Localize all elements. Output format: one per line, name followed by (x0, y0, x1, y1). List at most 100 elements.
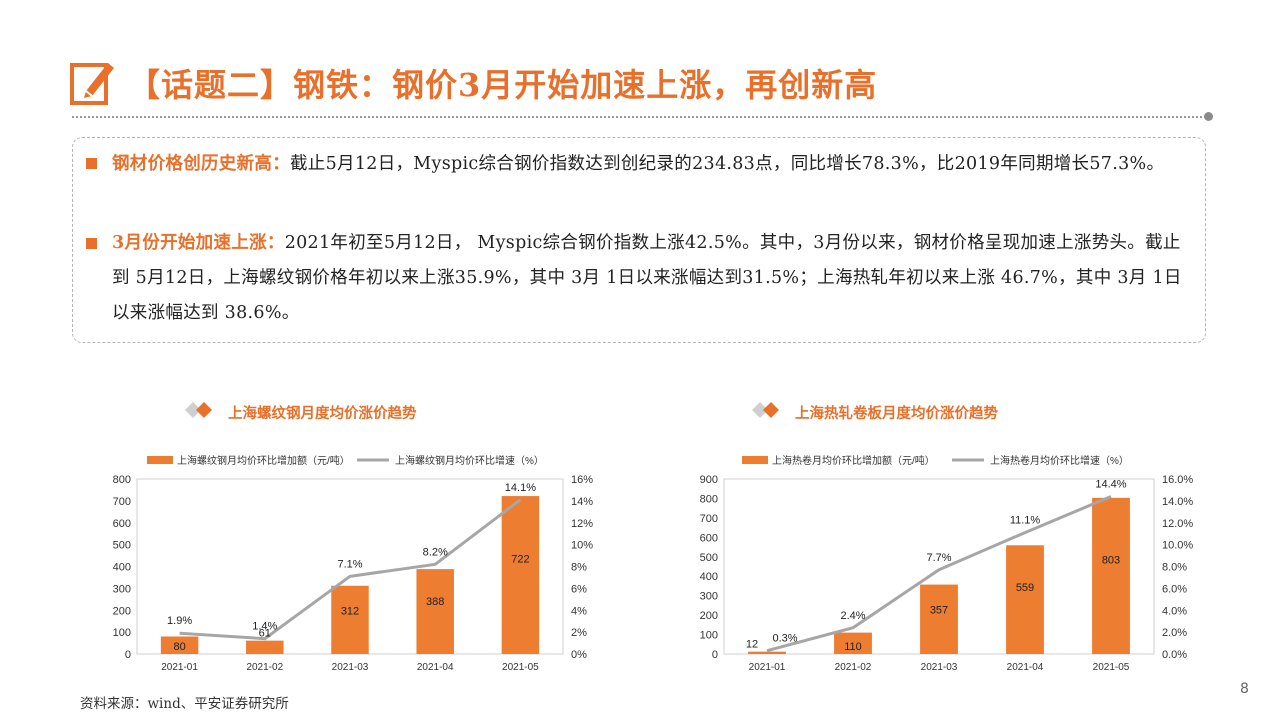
y2-tick-label: 14% (571, 496, 593, 508)
bar (834, 632, 872, 654)
bar-data-label: 803 (1102, 554, 1120, 566)
y2-tick-label: 12.0% (1162, 518, 1193, 530)
bar-data-label: 12 (746, 639, 758, 651)
y-tick-label: 500 (113, 540, 131, 552)
hot-rolled-price-chart: 上海热卷月均价环比增加额（元/吨） 上海热卷月均价环比增速（%） 0 100 200 30… (700, 454, 1194, 673)
y2-tick-label: 14.0% (1162, 496, 1193, 508)
bar-data-label: 559 (1016, 582, 1034, 594)
legend-bar-label: 上海螺纹钢月均价环比增加额（元/吨） (177, 454, 350, 467)
y2-tick-label: 8.0% (1162, 562, 1187, 574)
y-tick-label: 100 (113, 627, 131, 639)
bar (748, 651, 786, 654)
x-tick-label: 2021-04 (417, 662, 454, 673)
bar-data-label: 61 (259, 628, 271, 640)
y2-tick-label: 16% (571, 474, 593, 486)
y-tick-label: 600 (700, 532, 718, 544)
bar (331, 585, 369, 654)
rebar-price-chart: 上海螺纹钢月均价环比增加额（元/吨） 上海螺纹钢月均价环比增速（%） 0 100 200… (113, 454, 594, 673)
x-tick-label: 2021-02 (246, 662, 283, 673)
bar-data-label: 110 (844, 641, 862, 653)
page-number: 8 (1240, 681, 1249, 697)
y-tick-label: 600 (113, 518, 131, 530)
y-tick-label: 300 (113, 583, 131, 595)
y2-tick-label: 2% (571, 627, 587, 639)
diamond-icon (185, 402, 212, 418)
y2-tick-label: 16.0% (1162, 474, 1193, 486)
line-data-label: 2.4% (840, 610, 865, 622)
x-tick-label: 2021-05 (502, 662, 539, 673)
y-tick-label: 800 (113, 474, 131, 486)
legend-line-label: 上海螺纹钢月均价环比增速（%） (395, 454, 544, 467)
chart2-title: 上海热轧卷板月度均价涨价趋势 (795, 406, 998, 422)
bar-data-label: 312 (341, 605, 359, 617)
bar (416, 569, 454, 654)
y2-tick-label: 4% (571, 605, 587, 617)
bar (920, 584, 958, 654)
line-data-label: 7.1% (337, 558, 362, 570)
bar (501, 496, 540, 654)
bullet-1-text: 截止5月12日，Myspic综合钢价指数达到创纪录的234.83点，同比增长78… (290, 154, 1165, 174)
legend-line-label: 上海热卷月均价环比增速（%） (990, 454, 1129, 467)
x-tick-label: 2021-05 (1093, 662, 1130, 673)
page-title: 【话题二】钢铁：钢价3月开始加速上涨，再创新高 (128, 66, 878, 104)
y-tick-label: 200 (113, 605, 131, 617)
diamond-icon (752, 402, 779, 418)
bar (1006, 545, 1044, 654)
y-tick-label: 800 (700, 493, 718, 505)
y2-tick-label: 10% (571, 540, 593, 552)
x-tick-label: 2021-03 (921, 662, 958, 673)
bar-data-label: 80 (173, 641, 185, 653)
line-data-label: 14.4% (1095, 479, 1126, 491)
bullet-2: 3月份开始加速上涨：2021年初至5月12日， Myspic综合钢价指数上涨42… (112, 226, 1197, 331)
source-note: 资料来源：wind、平安证券研究所 (80, 696, 289, 712)
bar-data-label: 357 (930, 605, 948, 617)
bar (1092, 497, 1130, 654)
line-data-label: 7.7% (926, 552, 951, 564)
growth-line (179, 498, 522, 641)
x-tick-label: 2021-01 (749, 662, 786, 673)
y2-tick-label: 10.0% (1162, 540, 1193, 552)
y-tick-label: 0 (712, 649, 718, 661)
line-data-label: 8.2% (423, 546, 448, 558)
bullet-2-text: 2021年初至5月12日， Myspic综合钢价指数上涨42.5%。其中，3月份… (112, 233, 1182, 323)
y-tick-label: 0 (125, 649, 131, 661)
y2-tick-label: 12% (571, 518, 593, 530)
bar-data-label: 388 (426, 596, 444, 608)
title-divider (72, 116, 1206, 118)
y2-tick-label: 4.0% (1162, 605, 1187, 617)
line-data-label: 11.1% (1010, 515, 1041, 527)
y2-tick-label: 8% (571, 562, 587, 574)
summary-box (72, 137, 1206, 343)
y-tick-label: 500 (700, 552, 718, 564)
y-tick-label: 100 (700, 630, 718, 642)
y2-tick-label: 0% (571, 649, 587, 661)
bullet-1: 钢材价格创历史新高：截止5月12日，Myspic综合钢价指数达到创纪录的234.… (112, 147, 1197, 182)
bar (246, 640, 284, 654)
x-tick-label: 2021-04 (1007, 662, 1044, 673)
bar-data-label: 722 (511, 553, 529, 565)
bullet-1-label: 钢材价格创历史新高： (112, 154, 290, 174)
y2-tick-label: 6.0% (1162, 583, 1187, 595)
legend-bar-label: 上海热卷月均价环比增加额（元/吨） (772, 454, 935, 467)
y2-tick-label: 6% (571, 583, 587, 595)
x-tick-label: 2021-02 (835, 662, 872, 673)
y-tick-label: 700 (700, 513, 718, 525)
bar (160, 636, 199, 654)
y2-tick-label: 0.0% (1162, 649, 1187, 661)
y-tick-label: 400 (113, 562, 131, 574)
chart1-title: 上海螺纹钢月度均价涨价趋势 (228, 406, 417, 422)
bullet-square-icon (86, 158, 97, 169)
y-tick-label: 700 (113, 496, 131, 508)
growth-line (766, 495, 1112, 653)
x-tick-label: 2021-01 (161, 662, 198, 673)
y-tick-label: 400 (700, 571, 718, 583)
line-data-label: 1.9% (167, 615, 192, 627)
legend-bar-swatch (147, 456, 173, 464)
y-tick-label: 900 (700, 474, 718, 486)
x-tick-label: 2021-03 (332, 662, 369, 673)
y2-tick-label: 2.0% (1162, 627, 1187, 639)
line-data-label: 0.3% (772, 633, 797, 645)
line-data-label: 14.1% (505, 482, 536, 494)
legend-bar-swatch (742, 456, 768, 464)
y-tick-label: 300 (700, 591, 718, 603)
